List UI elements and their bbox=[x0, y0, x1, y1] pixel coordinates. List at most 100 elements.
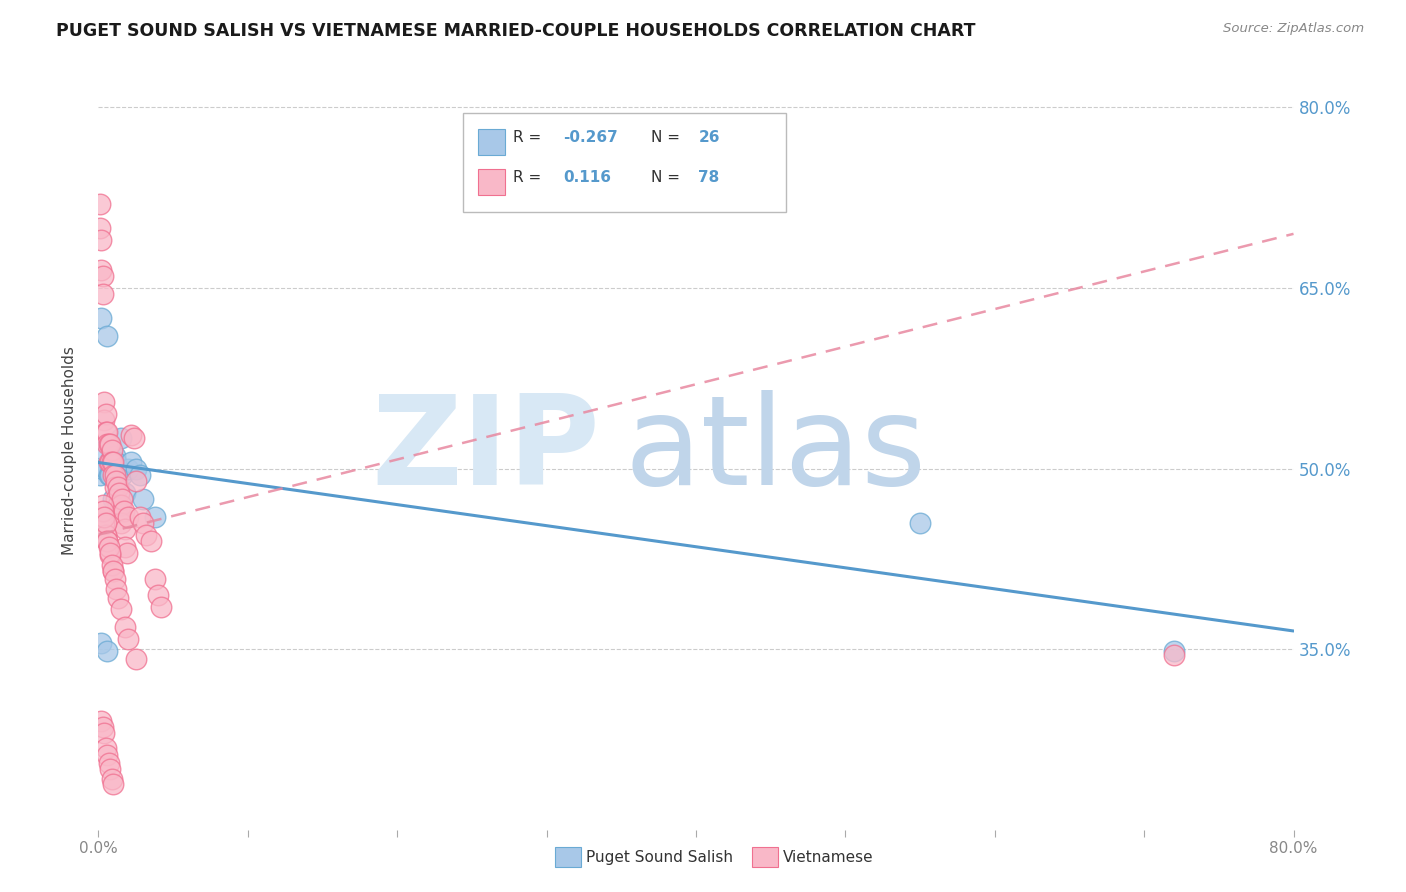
Point bbox=[101, 558, 124, 572]
Point bbox=[96, 533, 118, 548]
Point bbox=[135, 527, 157, 541]
Point bbox=[111, 467, 134, 482]
Point bbox=[96, 329, 118, 343]
Point bbox=[132, 491, 155, 506]
Point bbox=[139, 533, 162, 548]
Point bbox=[96, 533, 118, 548]
Point bbox=[132, 516, 155, 530]
Point bbox=[93, 443, 115, 458]
Point bbox=[124, 432, 146, 446]
Point bbox=[114, 522, 136, 536]
Point bbox=[105, 582, 128, 596]
Point bbox=[104, 450, 127, 464]
Point bbox=[107, 498, 129, 512]
Point bbox=[89, 220, 111, 235]
Point bbox=[90, 233, 112, 247]
Point bbox=[98, 437, 122, 451]
Text: Vietnamese: Vietnamese bbox=[783, 850, 873, 864]
Point bbox=[94, 740, 117, 755]
Point bbox=[120, 455, 142, 469]
Point bbox=[89, 196, 111, 211]
Point bbox=[104, 572, 127, 586]
Point bbox=[103, 777, 125, 791]
Point bbox=[94, 408, 117, 422]
Text: 78: 78 bbox=[699, 170, 720, 185]
Text: Puget Sound Salish: Puget Sound Salish bbox=[586, 850, 734, 864]
Point bbox=[93, 413, 115, 427]
Point bbox=[117, 509, 139, 524]
Point bbox=[110, 498, 132, 512]
Text: N =: N = bbox=[651, 170, 685, 185]
FancyBboxPatch shape bbox=[478, 129, 505, 155]
Point bbox=[97, 437, 120, 451]
Point bbox=[143, 572, 166, 586]
Point bbox=[125, 461, 148, 475]
Point bbox=[108, 503, 131, 517]
Point bbox=[104, 479, 127, 493]
Point bbox=[97, 455, 120, 469]
Point bbox=[1163, 648, 1185, 662]
Point bbox=[110, 602, 132, 616]
Point bbox=[129, 509, 152, 524]
Point bbox=[98, 467, 122, 482]
Text: 0.116: 0.116 bbox=[564, 170, 612, 185]
Point bbox=[125, 474, 148, 488]
Point bbox=[94, 527, 117, 541]
Point bbox=[98, 455, 122, 469]
Point bbox=[120, 427, 142, 442]
Point bbox=[108, 485, 131, 500]
Point bbox=[94, 516, 117, 530]
Point bbox=[114, 485, 136, 500]
Point bbox=[114, 620, 136, 634]
FancyBboxPatch shape bbox=[478, 169, 505, 195]
Point bbox=[96, 644, 118, 658]
Point bbox=[105, 491, 128, 506]
Point bbox=[91, 268, 114, 283]
Point bbox=[91, 498, 114, 512]
Point bbox=[110, 516, 132, 530]
Point bbox=[96, 747, 118, 762]
Point bbox=[91, 287, 114, 301]
Point bbox=[97, 756, 120, 771]
Point bbox=[110, 432, 132, 446]
Text: N =: N = bbox=[651, 130, 685, 145]
Point bbox=[150, 599, 173, 614]
Text: atlas: atlas bbox=[624, 390, 927, 511]
Point bbox=[93, 395, 115, 409]
Point bbox=[93, 509, 115, 524]
Text: ZIP: ZIP bbox=[371, 390, 600, 511]
FancyBboxPatch shape bbox=[463, 113, 786, 211]
Point bbox=[96, 437, 118, 451]
Point bbox=[101, 772, 124, 786]
Point bbox=[104, 467, 127, 482]
Point bbox=[94, 461, 117, 475]
Point bbox=[103, 564, 125, 578]
Point bbox=[115, 546, 138, 560]
Point bbox=[107, 479, 129, 493]
Point bbox=[101, 443, 124, 458]
Point bbox=[129, 467, 152, 482]
Point bbox=[117, 632, 139, 647]
Point bbox=[98, 548, 122, 562]
Point bbox=[93, 516, 115, 530]
Point bbox=[98, 546, 122, 560]
Point bbox=[103, 467, 125, 482]
Point bbox=[114, 540, 136, 554]
Point bbox=[90, 714, 112, 729]
Point bbox=[97, 540, 120, 554]
Point bbox=[101, 450, 124, 464]
Point bbox=[125, 651, 148, 665]
Point bbox=[103, 564, 125, 578]
Point bbox=[111, 491, 134, 506]
Point bbox=[91, 461, 114, 475]
Point bbox=[89, 467, 111, 482]
Point bbox=[91, 503, 114, 517]
Point bbox=[98, 763, 122, 777]
Point bbox=[908, 516, 931, 530]
Text: 26: 26 bbox=[699, 130, 720, 145]
Point bbox=[112, 503, 135, 517]
Point bbox=[143, 509, 166, 524]
Point bbox=[90, 311, 112, 326]
Point bbox=[93, 726, 115, 740]
Point bbox=[90, 636, 112, 650]
